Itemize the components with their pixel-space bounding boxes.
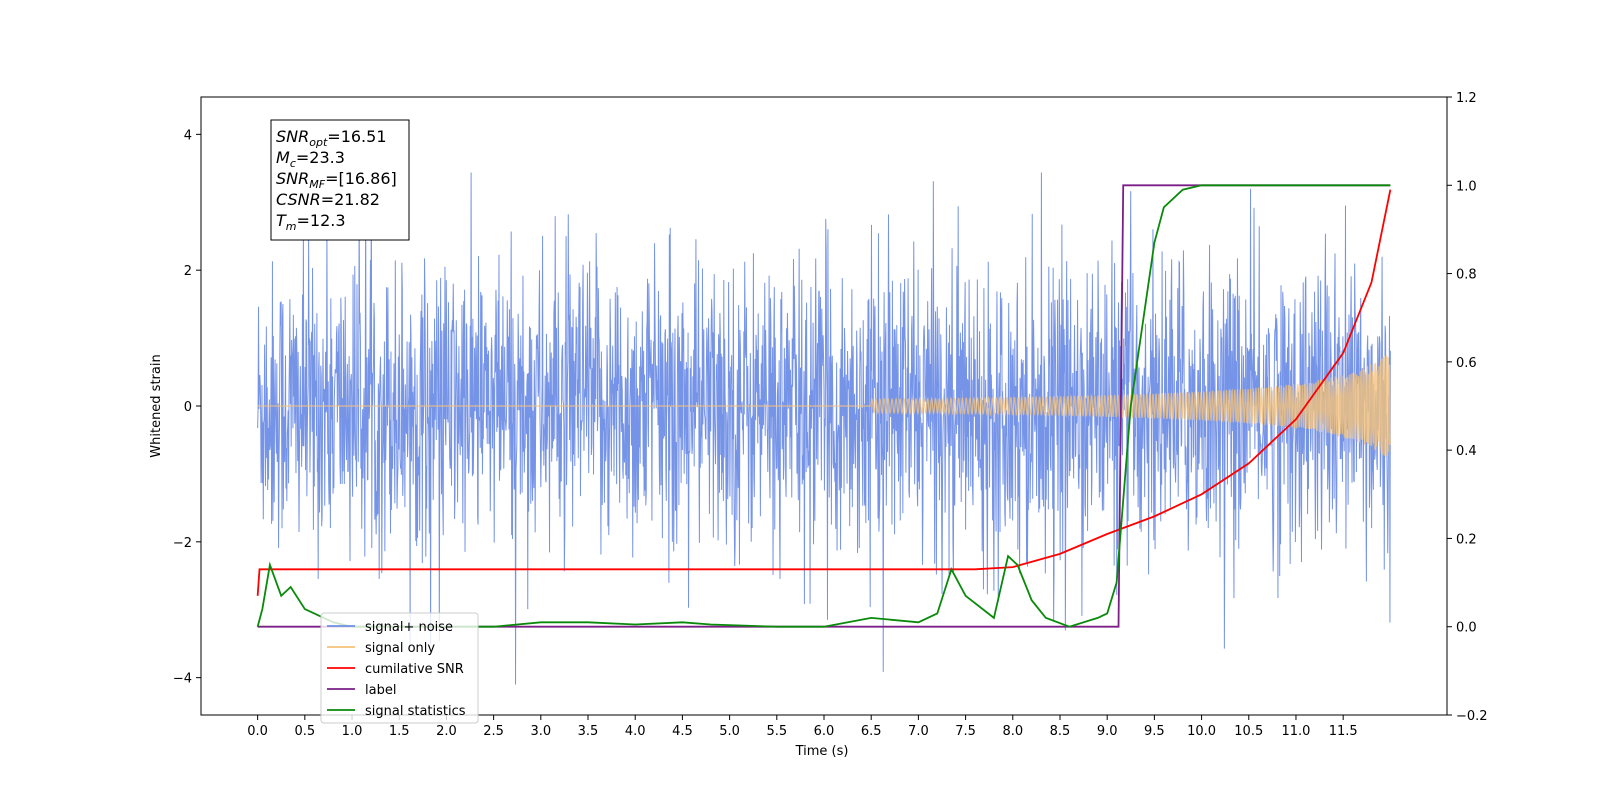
y-tick-label: 0 [184, 400, 192, 415]
x-axis: 0.0 0.5 1.0 1.5 2.0 2.5 3.0 3.5 4.0 4.5 5.0 5.5 6.0 6… [247, 715, 1358, 739]
y2-tick-label: 0.8 [1456, 268, 1477, 283]
y-tick-label: 4 [184, 128, 192, 143]
x-axis-label: Time (s) [795, 744, 849, 759]
x-tick-label: 7.0 [908, 724, 929, 739]
x-tick-label: 0.0 [247, 724, 268, 739]
y-tick-label: −2 [173, 536, 192, 551]
x-tick-label: 11.5 [1329, 724, 1358, 739]
info-line: Mc=23.3 [276, 148, 345, 170]
info-line: Tm=12.3 [276, 211, 346, 233]
x-tick-label: 8.5 [1050, 724, 1071, 739]
y2-tick-label: 0.6 [1456, 356, 1477, 371]
x-tick-label: 0.5 [294, 724, 315, 739]
y2-tick-label: 0.2 [1456, 532, 1477, 547]
y2-tick-label: 1.0 [1456, 179, 1477, 194]
x-tick-label: 4.5 [672, 724, 693, 739]
info-line: SNRopt=16.51 [276, 127, 387, 149]
legend-frame [320, 612, 479, 724]
info-box-frame [270, 119, 410, 241]
x-tick-label: 4.0 [625, 724, 646, 739]
x-tick-label: 10.0 [1187, 724, 1216, 739]
y2-tick-label: −0.2 [1456, 709, 1488, 724]
y-axis-left: −4 −2 0 2 4 [173, 128, 201, 687]
legend-signal-only-label: signal only [365, 641, 435, 656]
x-tick-label: 5.0 [719, 724, 740, 739]
legend-label-label: label [365, 683, 396, 698]
x-tick-label: 3.0 [530, 724, 551, 739]
info-box: SNRopt=16.51Mc=23.3SNRMF=[16.86]CSNR=21.… [270, 119, 410, 241]
x-tick-label: 7.5 [955, 724, 976, 739]
y2-tick-label: 0.4 [1456, 444, 1477, 459]
x-tick-label: 2.5 [483, 724, 504, 739]
series-cumulative-snr-line [256, 189, 1392, 596]
y2-tick-label: 1.2 [1456, 91, 1477, 106]
series-layer [256, 134, 1392, 685]
x-tick-label: 9.5 [1144, 724, 1165, 739]
legend: signal+ noise signal only cumilative SNR la… [320, 612, 479, 724]
legend-signal-statistics-label: signal statistics [365, 704, 466, 719]
x-tick-label: 1.5 [389, 724, 410, 739]
legend-cumulative-snr-label: cumilative SNR [365, 662, 464, 677]
series-signal-only-line [257, 355, 1391, 457]
y-axis-right: −0.2 0.0 0.2 0.4 0.6 0.8 1.0 1.2 [1447, 91, 1488, 724]
x-tick-label: 3.5 [578, 724, 599, 739]
x-tick-label: 8.0 [1002, 724, 1023, 739]
x-tick-label: 6.0 [814, 724, 835, 739]
x-tick-label: 2.0 [436, 724, 457, 739]
y-axis-label: Whitened strain [149, 354, 164, 457]
legend-signal-noise-label: signal+ noise [365, 620, 453, 635]
x-tick-label: 1.0 [342, 724, 363, 739]
x-tick-label: 6.5 [861, 724, 882, 739]
info-line: SNRMF=[16.86] [276, 169, 397, 191]
info-line: CSNR=21.82 [276, 190, 380, 209]
x-tick-label: 10.5 [1234, 724, 1263, 739]
x-tick-label: 5.5 [766, 724, 787, 739]
x-tick-label: 9.0 [1097, 724, 1118, 739]
y-tick-label: 2 [184, 264, 192, 279]
y2-tick-label: 0.0 [1456, 621, 1477, 636]
x-tick-label: 11.0 [1281, 724, 1310, 739]
y-tick-label: −4 [173, 672, 192, 687]
